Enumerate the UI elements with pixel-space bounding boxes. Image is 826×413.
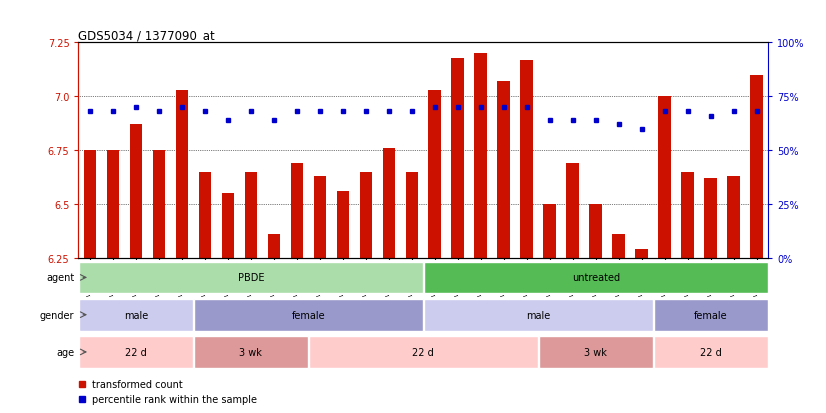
Bar [497,82,510,258]
Text: 3 wk: 3 wk [584,347,607,357]
Bar [681,172,694,258]
FancyBboxPatch shape [79,299,193,331]
Bar [107,151,119,258]
Bar [198,172,211,258]
Text: male: male [526,310,550,320]
Text: transformed count: transformed count [93,379,183,389]
Text: PBDE: PBDE [238,273,264,283]
Bar [750,76,763,258]
Bar [382,149,395,258]
Text: agent: agent [46,273,74,283]
Bar [658,97,671,258]
Bar [728,176,740,258]
Text: untreated: untreated [572,273,620,283]
Bar [221,194,235,258]
Bar [452,58,464,258]
Bar [130,125,142,258]
Bar [359,172,373,258]
Text: 22 d: 22 d [125,347,147,357]
Bar [83,151,97,258]
Text: female: female [694,310,728,320]
FancyBboxPatch shape [79,336,193,368]
Bar [590,204,602,258]
FancyBboxPatch shape [309,336,538,368]
Bar [244,172,257,258]
FancyBboxPatch shape [194,336,308,368]
Bar [705,179,717,258]
Bar [268,235,280,258]
Bar [153,151,165,258]
Bar [429,90,441,258]
FancyBboxPatch shape [79,262,423,294]
FancyBboxPatch shape [539,336,653,368]
Text: GDS5034 / 1377090_at: GDS5034 / 1377090_at [78,29,216,42]
Bar [612,235,625,258]
Bar [635,249,648,258]
FancyBboxPatch shape [424,262,767,294]
FancyBboxPatch shape [653,336,767,368]
Text: gender: gender [40,310,74,320]
Bar [567,164,579,258]
Text: 22 d: 22 d [700,347,722,357]
Bar [176,90,188,258]
FancyBboxPatch shape [653,299,767,331]
Bar [406,172,418,258]
Text: percentile rank within the sample: percentile rank within the sample [93,394,257,404]
Bar [520,61,533,258]
FancyBboxPatch shape [424,299,653,331]
Bar [291,164,303,258]
Text: age: age [56,347,74,357]
Text: female: female [292,310,325,320]
Bar [474,54,487,258]
Text: 3 wk: 3 wk [240,347,263,357]
Text: male: male [124,310,148,320]
Bar [314,176,326,258]
Bar [544,204,556,258]
FancyBboxPatch shape [194,299,423,331]
Bar [336,192,349,258]
Text: 22 d: 22 d [412,347,434,357]
